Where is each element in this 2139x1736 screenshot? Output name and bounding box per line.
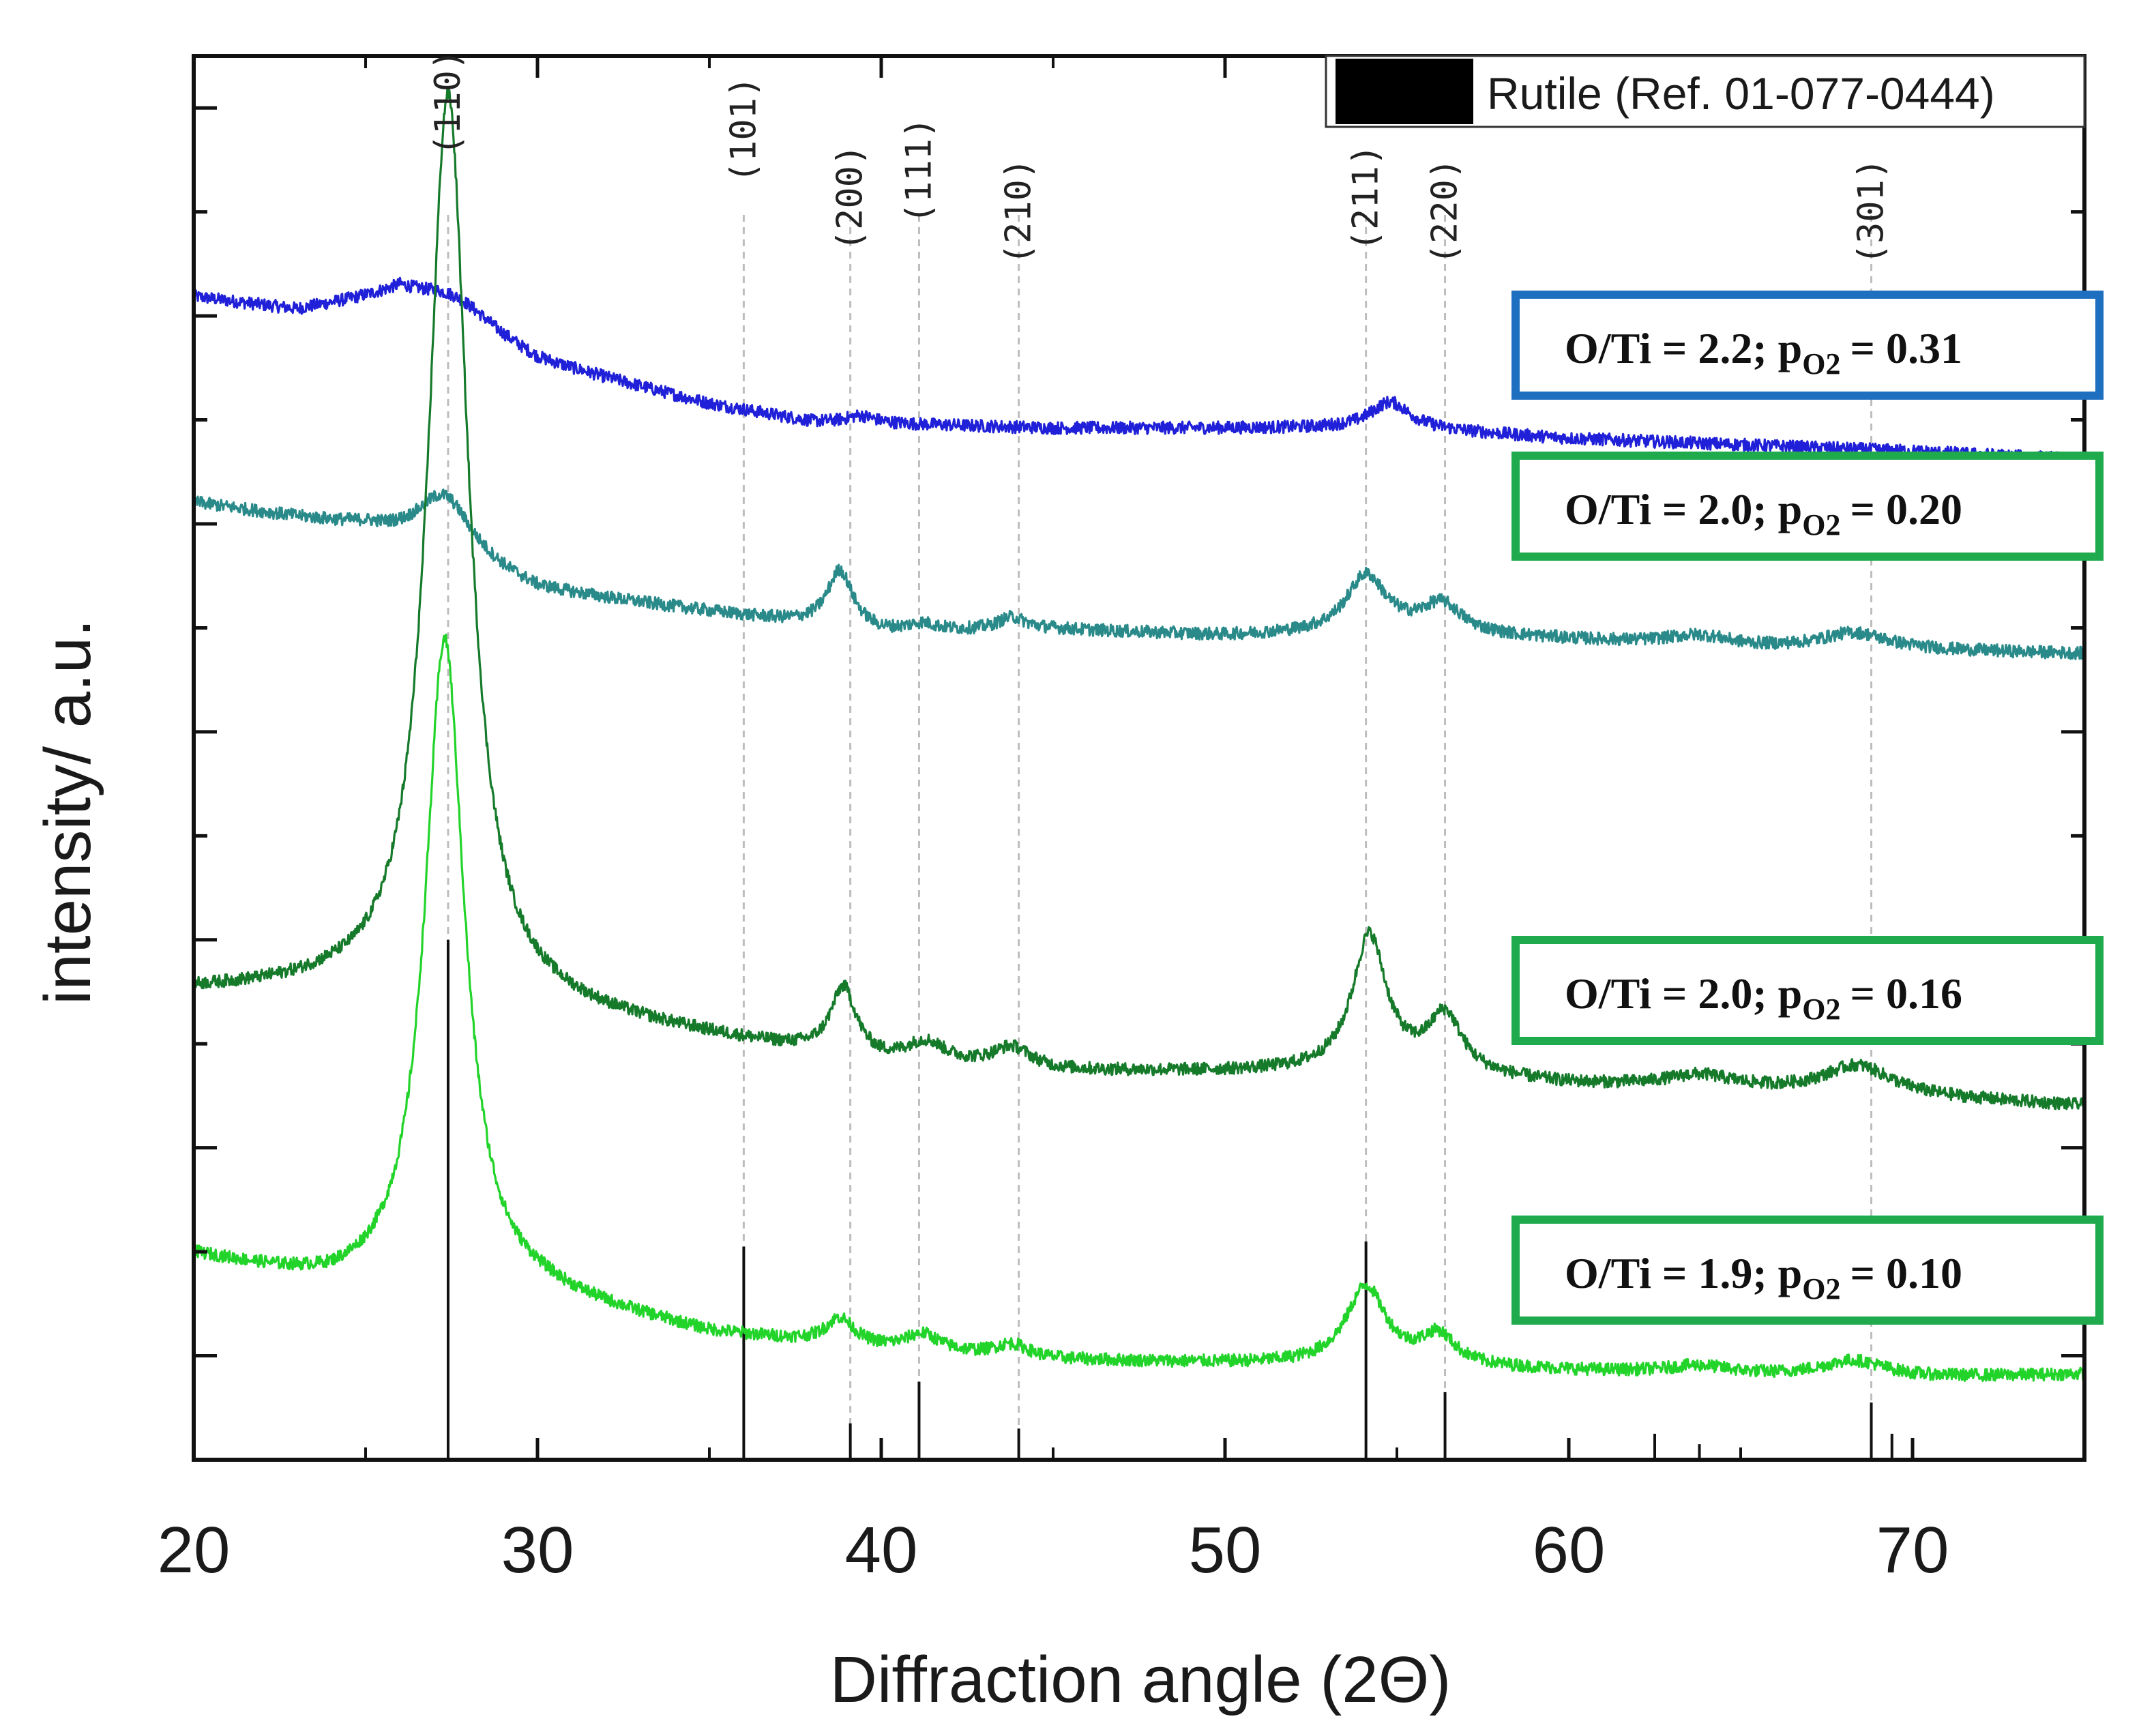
legend-label: Rutile (Ref. 01-077-0444) (1487, 68, 1995, 119)
hkl-label-7: (301) (1851, 158, 1892, 265)
x-tick-label-0: 20 (158, 1514, 231, 1587)
x-tick-label-2: 40 (845, 1514, 918, 1587)
series-label-box-1 (1511, 452, 2104, 561)
hkl-label-2: (200) (830, 145, 871, 252)
series-label-3: O/Ti = 1.9; pO2 = 0.10 (1565, 1249, 1962, 1306)
axes: 20 30 40 50 60 70 (158, 54, 2086, 1587)
legend: Rutile (Ref. 01-077-0444) (1325, 55, 2086, 128)
x-axis-label: Diffraction angle (2Θ) (830, 1643, 1451, 1716)
y-axis-label: intensity/ a.u. (31, 619, 104, 1005)
series-label-2: O/Ti = 2.0; pO2 = 0.16 (1565, 969, 1962, 1026)
series-label-1: O/Ti = 2.0; pO2 = 0.20 (1565, 485, 1962, 542)
series-label-0: O/Ti = 2.2; pO2 = 0.31 (1565, 324, 1962, 381)
x-tick-label-5: 70 (1876, 1514, 1949, 1587)
series-label-box-0 (1511, 291, 2104, 400)
trace-3 (192, 633, 2086, 1383)
trace-2 (192, 87, 2086, 1111)
hkl-label-5: (211) (1346, 145, 1387, 252)
x-tick-label-4: 60 (1533, 1514, 1606, 1587)
x-tick-label-1: 30 (501, 1514, 574, 1587)
x-tick-label-3: 50 (1189, 1514, 1262, 1587)
diffraction-traces (192, 87, 2086, 1383)
reference-sticks (446, 939, 1893, 1460)
hkl-label-1: (101) (723, 76, 764, 183)
hkl-labels: (110) (101) (200) (111) (210) (211) (220) (301) (428, 49, 1892, 265)
series-label-box-3 (1511, 1216, 2104, 1325)
series-labels: O/Ti = 2.2; pO2 = 0.31 O/Ti = 2.0; pO2 = 0.… (1511, 291, 2104, 1325)
hkl-label-0: (110) (428, 49, 469, 156)
series-label-box-2 (1511, 936, 2104, 1045)
hkl-label-4: (210) (999, 158, 1039, 265)
legend-swatch (1336, 59, 1473, 124)
trace-1 (192, 488, 2086, 660)
plot-frame (192, 54, 2086, 1462)
trace-0 (192, 276, 2085, 467)
hkl-label-3: (111) (898, 117, 939, 224)
hkl-label-6: (220) (1425, 158, 1466, 265)
